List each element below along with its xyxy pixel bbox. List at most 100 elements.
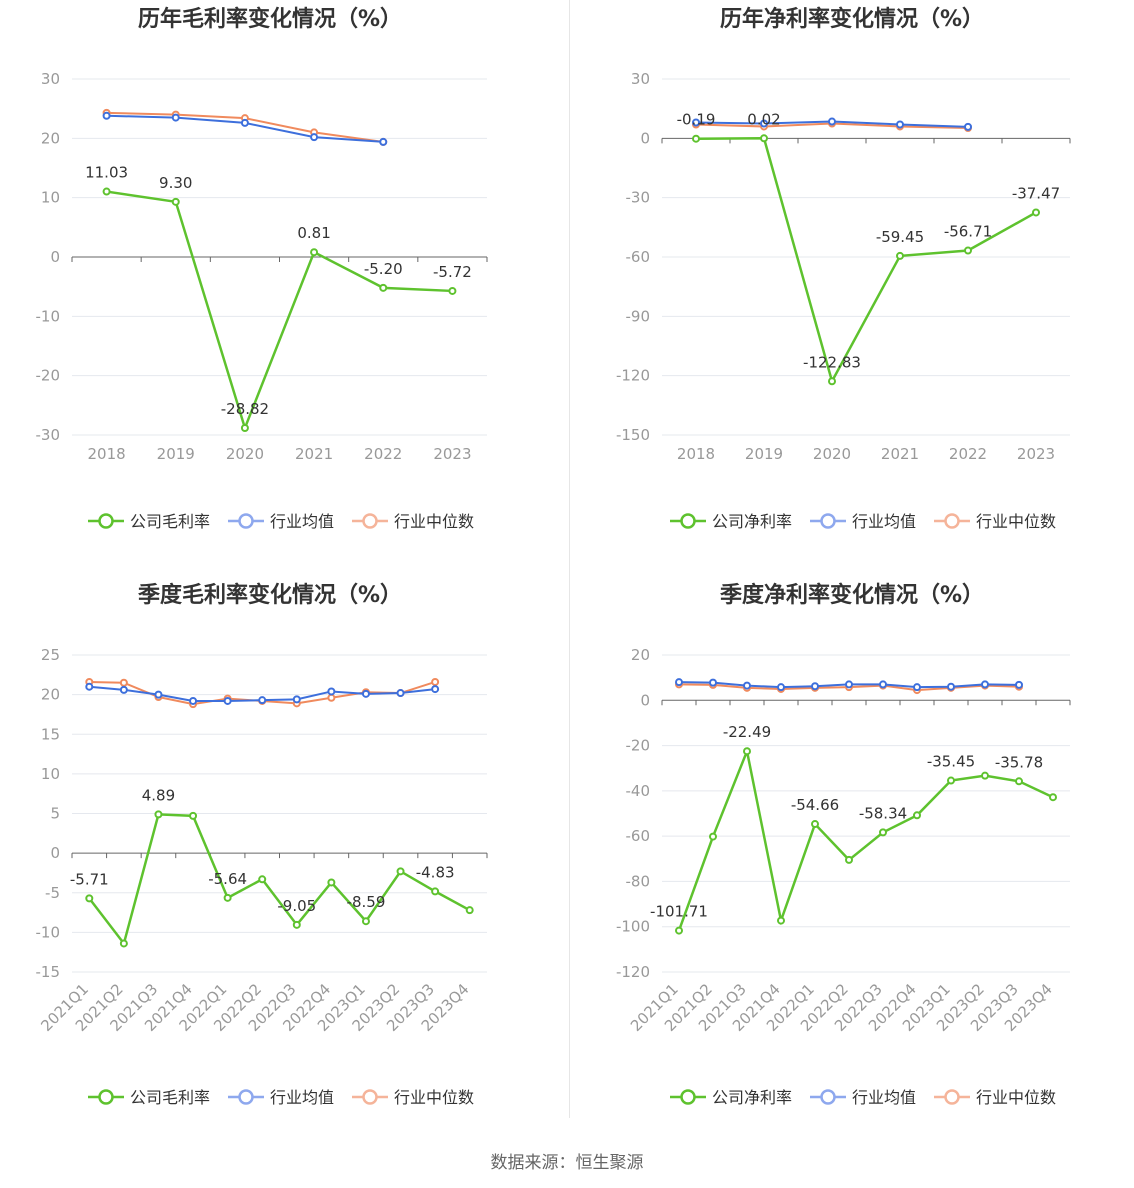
chart-panel-annual-gross: 历年毛利率变化情况（%） 30 20 10 0 -10 -20 -30 2018 2019 2020… [0,0,567,570]
data-point-company [465,906,474,915]
chart-title: 历年净利率变化情况（%） [720,6,984,32]
data-label: -5.72 [433,263,472,281]
data-point-avg [692,118,700,127]
data-point-company [743,747,751,756]
data-point-company [258,875,267,884]
legend-marker-median [362,1089,378,1105]
x-tick-label: 2020 [226,445,264,463]
data-label: -9.05 [277,897,316,915]
data-point-company [896,251,904,260]
y-tick-label: -30 [36,426,61,444]
series-line-company [88,813,471,947]
series-line-company [677,746,1054,932]
data-point-avg [189,696,198,705]
data-point-company [709,832,717,841]
data-point-company [981,771,989,780]
legend-marker-median [944,1089,960,1105]
y-tick-label: 0 [50,248,60,266]
x-tick-label: 2023 [433,445,471,463]
legend-label-avg: 行业均值 [852,512,916,531]
x-tick-label: 2018 [677,445,715,463]
legend-marker-company [680,1089,696,1105]
data-point-company [964,246,972,255]
data-point-avg [396,689,405,698]
legend-label-company: 公司净利率 [712,512,792,531]
data-label: -0.19 [677,111,716,129]
y-tick-label: -10 [36,923,61,941]
chart-quarterly-net: 季度净利率变化情况（%）200-20-40-60-80-100-1202021Q… [616,582,1071,1107]
y-tick-label: -40 [626,782,651,800]
data-point-avg [119,685,128,694]
data-point-company [171,197,180,206]
legend-marker-avg [238,513,254,529]
data-point-company [240,423,249,432]
data-point-company [1015,777,1023,786]
data-point-avg [675,678,683,687]
legend-label-company: 公司毛利率 [130,1088,210,1107]
y-tick-label: 10 [41,189,60,207]
data-point-avg [709,678,717,687]
data-point-company [189,811,198,820]
data-point-avg [964,122,972,131]
legend-label-avg: 行业均值 [270,1088,334,1107]
data-point-company [947,776,955,785]
data-point-company [811,820,819,829]
data-point-avg [154,690,163,699]
y-tick-label: 15 [41,725,60,743]
legend-marker-median [944,513,960,529]
x-tick-label: 2022 [949,445,987,463]
data-source-note: 数据来源：恒生聚源 [490,1153,644,1173]
chart-title: 历年毛利率变化情况（%） [138,6,402,32]
data-point-avg [85,682,94,691]
data-point-company [760,134,768,143]
legend-label-median: 行业中位数 [394,1088,474,1107]
y-tick-label: -120 [616,963,650,981]
x-tick-label: 2022 [364,445,402,463]
legend-label-median: 行业中位数 [394,512,474,531]
data-label: -28.82 [221,400,269,418]
x-tick-label: 2021 [295,445,333,463]
data-point-avg [981,680,989,689]
y-tick-label: -10 [36,307,61,325]
data-label: -54.66 [791,796,839,814]
data-point-avg [845,680,853,689]
data-point-avg [102,111,111,120]
chart-quarterly-gross: 季度毛利率变化情况（%）2520151050-5-10-152021Q12021… [36,582,488,1107]
y-tick-label: -5 [45,884,60,902]
y-tick-label: -60 [626,827,651,845]
y-tick-label: -80 [626,872,651,890]
y-tick-label: 0 [50,844,60,862]
y-tick-label: -150 [616,426,650,444]
data-label: -101.71 [650,903,708,921]
data-label: 0.81 [297,224,330,242]
chart-title: 季度毛利率变化情况（%） [138,582,402,608]
data-label: -4.83 [416,863,455,881]
series-line-company [695,137,1037,385]
data-point-avg [431,685,440,694]
y-tick-label: -15 [36,963,61,981]
x-tick-label: 2019 [157,445,195,463]
data-point-company [310,248,319,257]
data-label: -5.64 [208,870,247,888]
y-tick-label: 10 [41,765,60,783]
y-tick-label: 0 [640,691,650,709]
legend-label-company: 公司毛利率 [130,512,210,531]
data-point-avg [258,696,267,705]
data-point-company [828,377,836,386]
data-label: -37.47 [1012,184,1060,202]
chart-title: 季度净利率变化情况（%） [720,582,984,608]
data-point-median [119,678,128,687]
data-point-company [448,286,457,295]
data-label: 9.30 [159,174,192,192]
data-point-median [327,693,336,702]
data-label: 0.02 [747,110,780,128]
legend-marker-avg [238,1089,254,1105]
data-point-company [913,811,921,820]
legend-marker-median [362,513,378,529]
y-tick-label: 5 [50,805,60,823]
data-label: -59.45 [876,228,924,246]
y-tick-label: -60 [626,248,651,266]
y-tick-label: -20 [36,367,61,385]
data-label: 11.03 [85,164,128,182]
data-label: -122.83 [803,353,861,371]
